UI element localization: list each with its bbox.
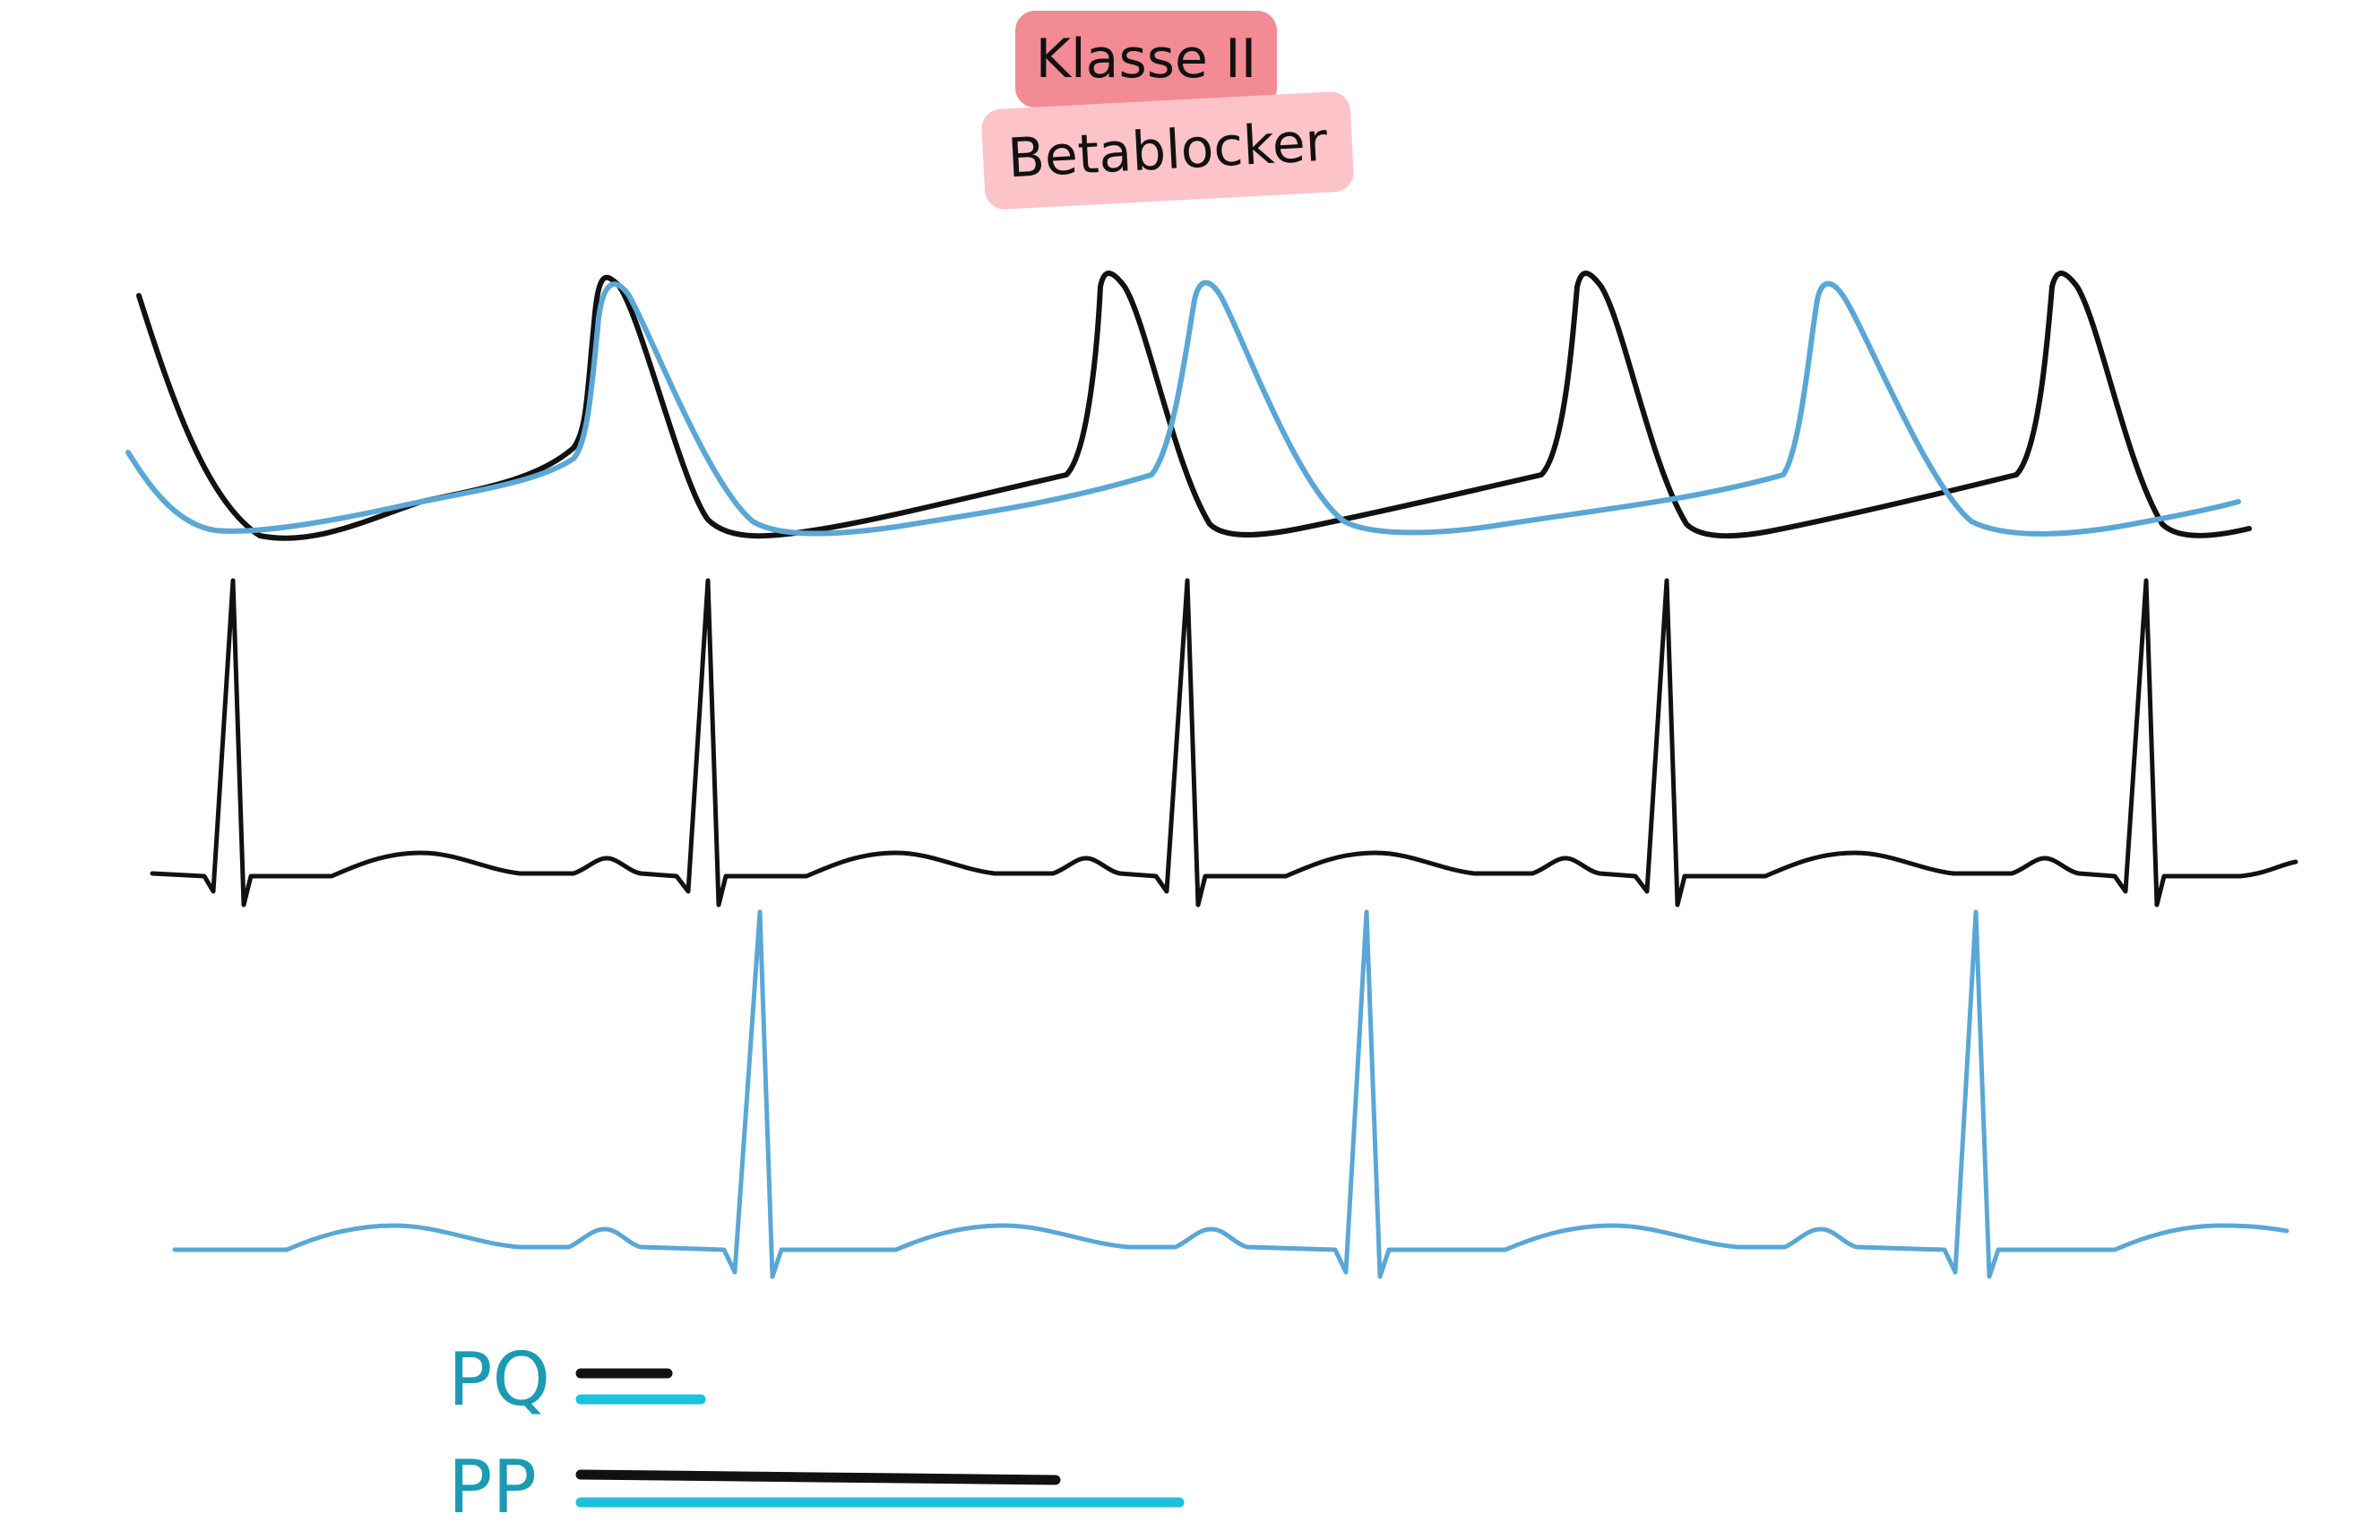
ecg-baseline-trace — [150, 578, 2298, 908]
action-potential-betablocker-trace — [125, 280, 2241, 537]
drug-tag: Betablocker — [980, 90, 1355, 211]
action-potential-baseline-trace — [136, 271, 2252, 541]
pq-legend-label: PQ — [448, 1338, 550, 1423]
pp-legend-label: PP — [448, 1445, 537, 1530]
class-tag: Klasse II — [1015, 11, 1277, 108]
pp-baseline-bar — [575, 1469, 1061, 1485]
ecg-betablocker-trace — [172, 909, 2289, 1279]
